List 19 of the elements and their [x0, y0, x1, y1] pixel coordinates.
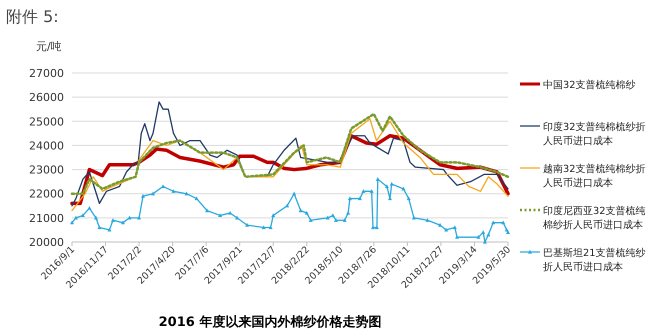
line-series [71, 118, 509, 212]
y-tick-label: 22000 [29, 188, 64, 201]
line-series [71, 101, 509, 206]
y-tick-label: 21000 [29, 212, 64, 225]
y-tick-label: 27000 [29, 67, 64, 80]
line-series [70, 112, 510, 195]
y-tick-label: 25000 [29, 115, 64, 128]
legend-label: 巴基斯坦21支普梳纯纱折人民币进口成本 [543, 247, 646, 273]
y-tick-label: 24000 [29, 139, 64, 152]
y-tick-label: 23000 [29, 164, 64, 177]
text: 附件 5: [6, 7, 59, 26]
text: 2016 年度以来国内外棉纱价格走势图 [158, 314, 382, 330]
legend-label: 印度32支普纯棉梳纱折人民币进口成本 [543, 121, 646, 147]
y-tick-label: 20000 [29, 236, 64, 249]
y-axis-title: 元/吨 [36, 40, 62, 53]
legend-label: 中国32支普梳纯棉纱 [543, 79, 636, 91]
legend-label: 越南32支普梳纯棉纱折人民币进口成本 [543, 163, 646, 189]
y-tick-label: 26000 [29, 91, 64, 104]
legend-label: 印度尼西亚32支普梳纯棉纱折人民币进口成本 [543, 205, 646, 231]
